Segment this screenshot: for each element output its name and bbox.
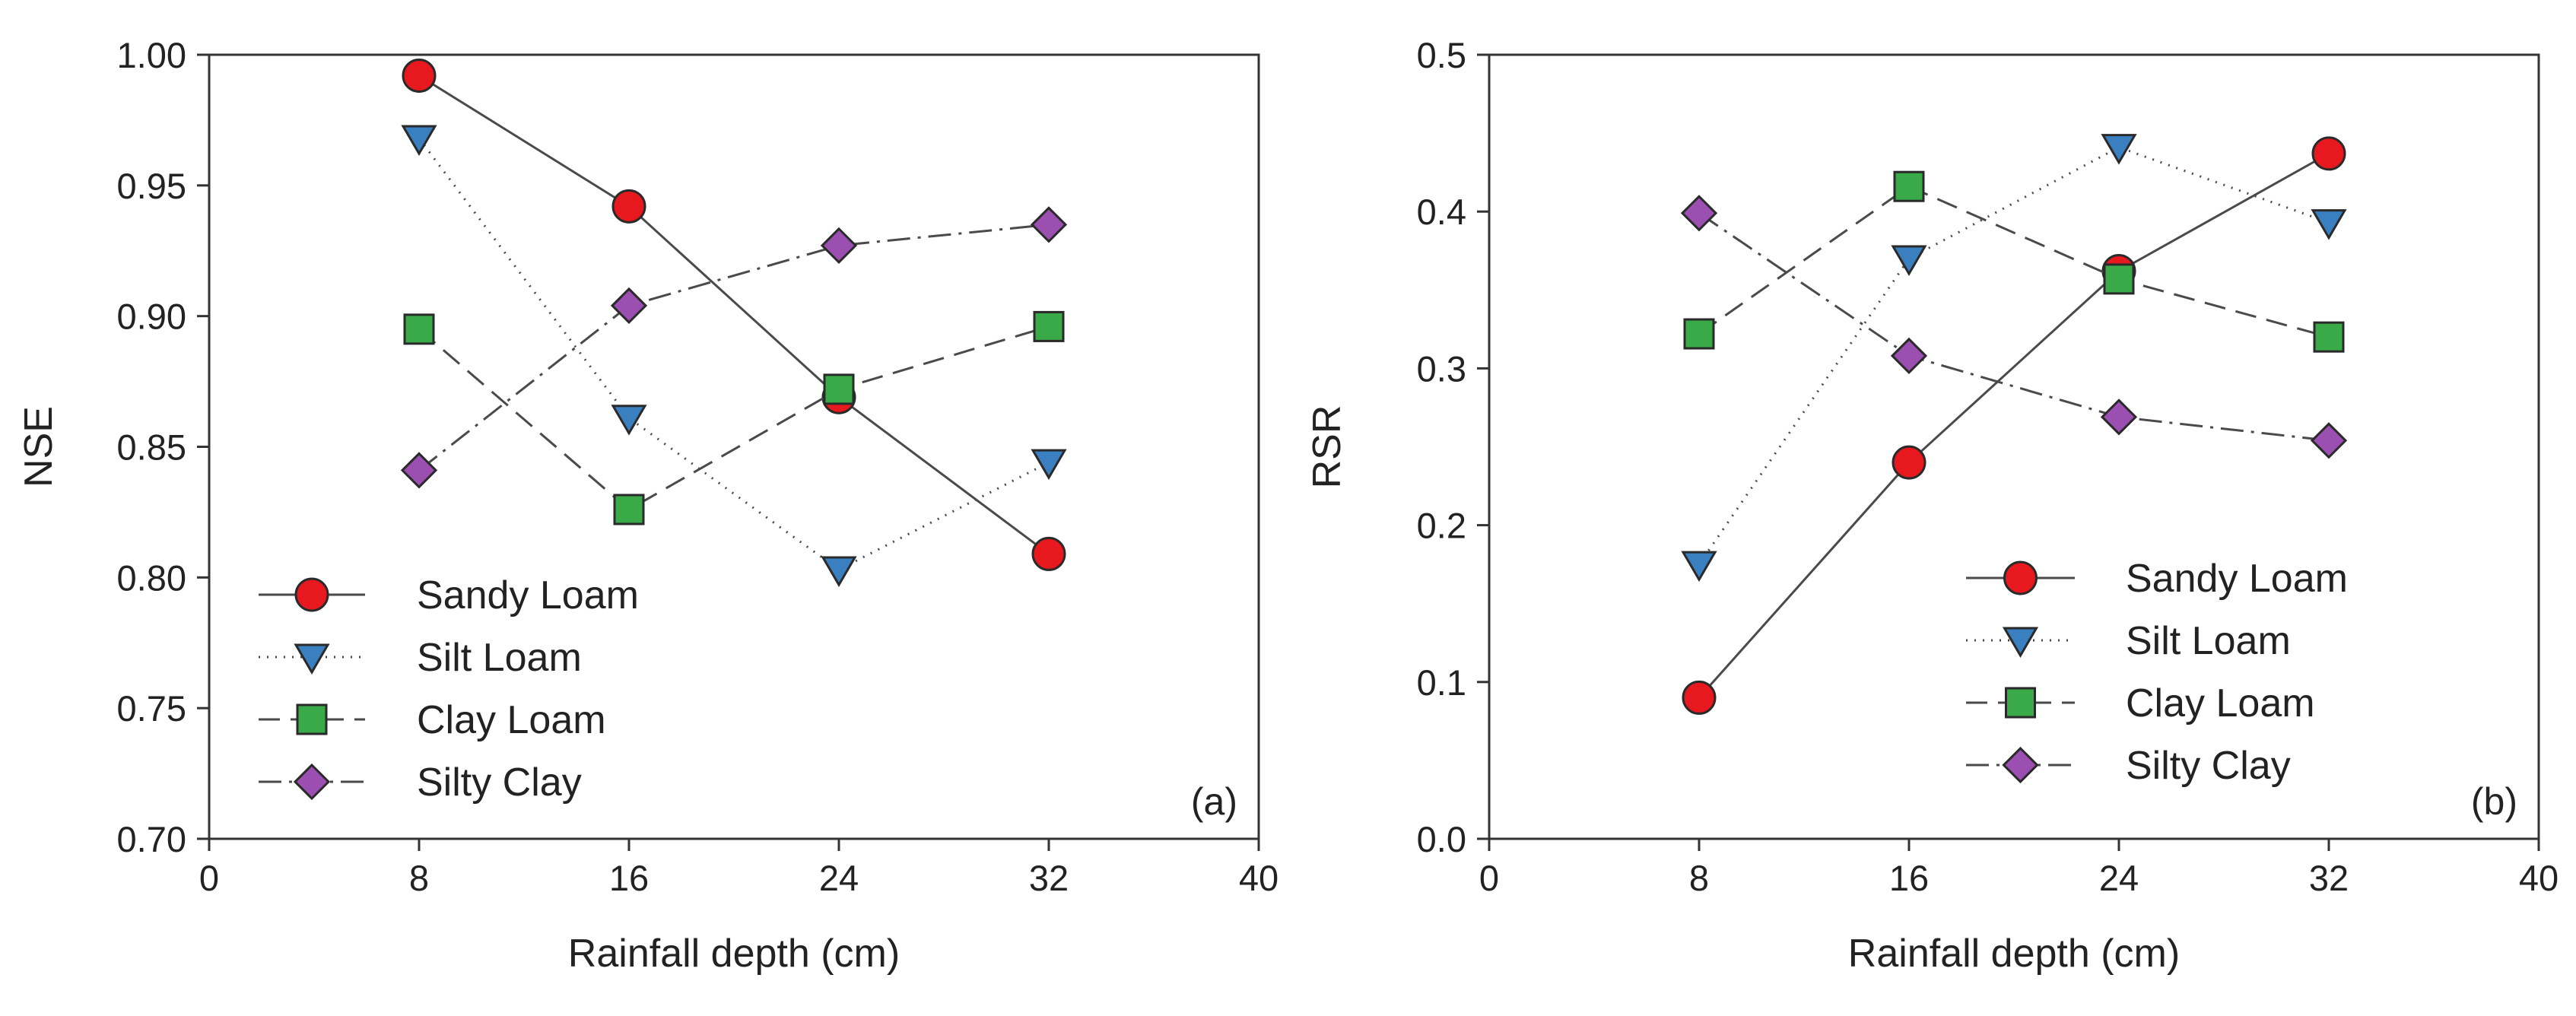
legend-marker-sandy-loam — [2003, 560, 2038, 595]
data-point-silty-clay — [2100, 398, 2138, 436]
data-point-silt-loam — [1681, 551, 1717, 583]
data-point-sandy-loam — [1031, 536, 1066, 571]
data-point-clay-loam — [1893, 170, 1925, 202]
y-tick-label: 0.75 — [117, 688, 186, 729]
legend-label-sandy-loam: Sandy Loam — [417, 573, 639, 618]
x-tick-label: 8 — [409, 858, 429, 898]
y-tick-label: 0.85 — [117, 427, 186, 468]
data-point-silt-loam — [2311, 209, 2347, 240]
data-point-silty-clay — [820, 227, 858, 264]
series-clay-loam — [403, 310, 1065, 525]
series-line-silty-clay — [1698, 212, 2330, 442]
y-tick-label: 0.90 — [117, 297, 186, 337]
legend-marker-silty-clay — [2002, 746, 2039, 784]
series-line-clay-loam — [1698, 185, 2330, 338]
y-tick-label: 0.1 — [1417, 662, 1466, 703]
y-axis-title: NSE — [17, 406, 61, 487]
data-point-clay-loam — [1683, 318, 1715, 350]
series-sandy-loam — [402, 58, 1066, 571]
legend: Sandy Loam Silt Loam Clay Loam Silty Clay — [259, 573, 639, 805]
data-point-silt-loam — [401, 125, 437, 156]
x-tick-label: 0 — [199, 858, 219, 898]
data-point-silty-clay — [610, 287, 648, 325]
data-point-clay-loam — [403, 313, 435, 345]
data-point-clay-loam — [1033, 310, 1065, 342]
x-tick-label: 32 — [1029, 858, 1069, 898]
series-line-clay-loam — [418, 325, 1050, 511]
panel-b-rsr: 0 8 16 24 32 40 0.0 0.1 0.2 0.3 0.4 0.5 Rainfall dep… — [1305, 35, 2559, 976]
series-line-sandy-loam — [1698, 152, 2330, 699]
panel-a-nse: 0 8 16 24 32 40 0.70 0.75 0.80 0.85 0.90 0.95 1.00 Ra… — [17, 35, 1278, 976]
x-tick-label: 40 — [1239, 858, 1278, 898]
data-point-silt-loam — [821, 556, 857, 588]
data-point-clay-loam — [2103, 263, 2135, 295]
series-silty-clay — [400, 206, 1068, 489]
x-tick-label: 8 — [1689, 858, 1709, 898]
data-point-silty-clay — [1030, 206, 1068, 243]
series-silt-loam — [1681, 134, 2347, 583]
x-tick-label: 32 — [2309, 858, 2349, 898]
panel-label: (a) — [1191, 780, 1237, 823]
legend-label-sandy-loam: Sandy Loam — [2126, 557, 2348, 601]
x-tick-label: 24 — [819, 858, 859, 898]
legend: Sandy Loam Silt Loam Clay Loam Silty Clay — [1966, 557, 2348, 788]
data-point-silty-clay — [1890, 337, 1928, 375]
legend-label-silty-clay: Silty Clay — [2126, 744, 2291, 788]
legend-marker-clay-loam — [296, 703, 328, 735]
legend-marker-silt-loam — [2002, 627, 2039, 658]
x-tick-label: 16 — [1889, 858, 1929, 898]
series-line-silt-loam — [1698, 146, 2330, 565]
data-point-silt-loam — [611, 405, 647, 436]
legend-label-silty-clay: Silty Clay — [417, 760, 582, 805]
data-point-clay-loam — [2313, 321, 2345, 353]
y-tick-label: 0.0 — [1417, 819, 1466, 859]
y-tick-label: 0.5 — [1417, 35, 1466, 75]
panel-label: (b) — [2471, 780, 2517, 823]
data-point-silty-clay — [400, 452, 438, 489]
legend-label-silt-loam: Silt Loam — [417, 636, 582, 680]
data-point-sandy-loam — [2311, 136, 2346, 171]
plot-frame — [208, 53, 1260, 840]
x-tick-label: 24 — [2099, 858, 2139, 898]
x-tick-label: 16 — [609, 858, 649, 898]
data-point-silt-loam — [2101, 134, 2137, 165]
y-axis-title: RSR — [1305, 405, 1349, 489]
data-point-silt-loam — [1031, 449, 1067, 481]
y-tick-label: 1.00 — [117, 35, 186, 75]
series-silt-loam — [401, 125, 1067, 588]
data-point-clay-loam — [613, 494, 645, 525]
data-point-silt-loam — [1891, 245, 1927, 277]
legend-marker-sandy-loam — [294, 577, 329, 612]
x-tick-label: 40 — [2519, 858, 2559, 898]
legend-marker-clay-loam — [2005, 687, 2036, 719]
y-tick-label: 0.2 — [1417, 506, 1466, 546]
data-point-silty-clay — [2310, 422, 2348, 459]
plot-frame — [1488, 53, 2540, 840]
legend-marker-silt-loam — [294, 643, 330, 675]
y-tick-label: 0.95 — [117, 166, 186, 206]
legend-label-silt-loam: Silt Loam — [2126, 619, 2291, 663]
legend-label-clay-loam: Clay Loam — [417, 698, 606, 742]
data-point-silty-clay — [1680, 195, 1718, 232]
data-point-clay-loam — [823, 373, 855, 405]
legend-marker-silty-clay — [293, 763, 331, 801]
series-line-silty-clay — [418, 223, 1050, 471]
x-tick-label: 0 — [1479, 858, 1499, 898]
series-line-sandy-loam — [418, 75, 1050, 555]
series-silty-clay — [1680, 195, 2348, 459]
x-axis-title: Rainfall depth (cm) — [568, 932, 900, 976]
series-clay-loam — [1683, 170, 2345, 353]
x-axis-title: Rainfall depth (cm) — [1848, 932, 2180, 976]
y-tick-label: 0.3 — [1417, 348, 1466, 389]
data-point-sandy-loam — [402, 58, 437, 93]
y-tick-label: 0.70 — [117, 819, 186, 859]
y-tick-label: 0.80 — [117, 557, 186, 598]
data-point-sandy-loam — [1892, 445, 1926, 480]
data-point-sandy-loam — [611, 189, 646, 224]
y-tick-label: 0.4 — [1417, 192, 1466, 232]
legend-label-clay-loam: Clay Loam — [2126, 681, 2315, 725]
data-point-sandy-loam — [1682, 680, 1717, 715]
